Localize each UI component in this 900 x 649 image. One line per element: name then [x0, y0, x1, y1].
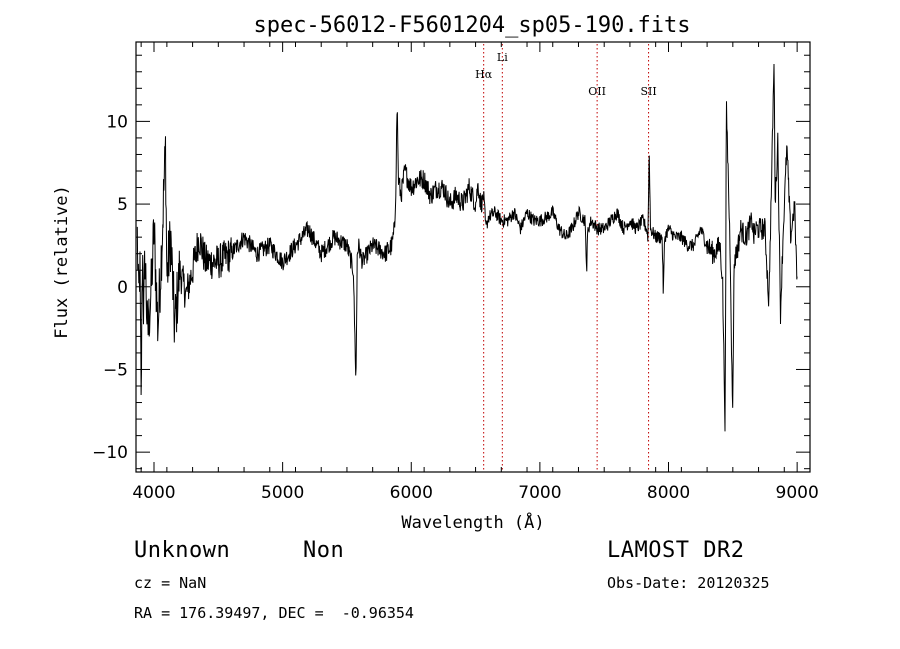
line-marker-label: Li [497, 51, 508, 64]
x-tick-label: 9000 [776, 483, 819, 503]
x-tick-label: 8000 [647, 483, 690, 503]
y-axis-label: Flux (relative) [52, 185, 72, 339]
line-marker-label: Hα [475, 68, 493, 81]
spectrum-series-line [136, 63, 798, 432]
x-tick-label: 5000 [261, 483, 304, 503]
survey-label: LAMOST DR2 [607, 538, 745, 563]
cz-value: cz = NaN [134, 574, 207, 592]
ra-dec-coordinates: RA = 176.39497, DEC = -0.96354 [134, 604, 414, 622]
y-tick-label: 10 [106, 112, 128, 132]
chart-title: spec-56012-F5601204_sp05-190.fits [253, 13, 690, 38]
y-tick-label: −10 [92, 443, 128, 463]
class-label: Unknown [134, 538, 231, 563]
y-tick-label: 0 [117, 278, 128, 298]
line-marker-label: OII [588, 85, 606, 98]
plot-frame [135, 41, 811, 473]
x-tick-label: 4000 [132, 483, 175, 503]
axis-ticks: 4000 5000 6000 7000 8000 9000 −10 −5 0 5 10 [92, 42, 819, 503]
obs-date: Obs-Date: 20120325 [607, 574, 770, 592]
line-markers: Hα Li OII SII [475, 44, 657, 472]
x-axis-label: Wavelength (Å) [401, 511, 544, 533]
x-tick-label: 6000 [390, 483, 433, 503]
subclass-label: Non [303, 538, 345, 563]
line-marker-label: SII [640, 85, 656, 98]
x-tick-label: 7000 [518, 483, 561, 503]
y-tick-label: 5 [117, 195, 128, 215]
y-tick-label: −5 [103, 360, 128, 380]
